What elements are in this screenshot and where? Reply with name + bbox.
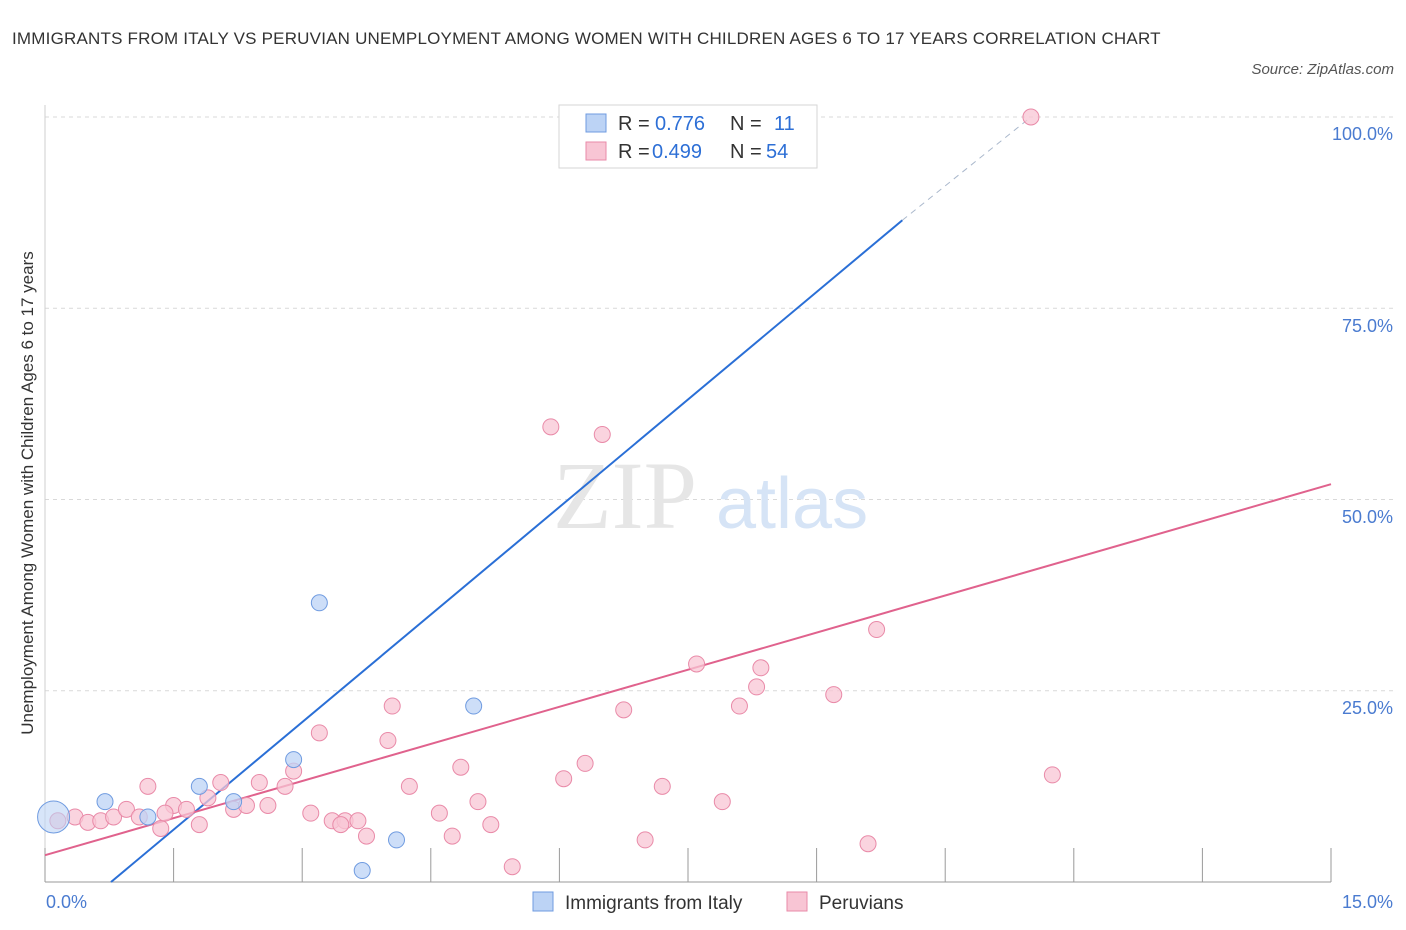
peruvians-point [653,777,671,795]
peruvians-point [593,425,611,443]
peruvians-point [452,758,470,776]
peruvians-point [156,804,174,822]
legend-italy-r-label: R = [618,113,650,135]
peruvians-point [250,774,268,792]
x-tick-marks [44,848,1332,882]
legend-peru-n-label: N = [730,141,762,163]
chart-source: Source: ZipAtlas.com [1251,61,1394,78]
peruvians-point [349,812,367,830]
grid-layer [45,116,1394,692]
peruvians-point [752,659,770,677]
watermark: ZIP atlas [553,442,868,549]
peruvians-point [400,777,418,795]
italy-point [353,862,371,880]
legend-bottom-swatch-italy [532,891,554,912]
legend-swatch-peru [585,141,607,161]
legend-bottom-peru-label: Peruvians [819,893,904,914]
peruvians-point [615,701,633,719]
italy-point [225,793,243,811]
peruvians-point [259,797,277,814]
italy-point [190,777,208,795]
peruvians-point [379,731,397,749]
peruvians-point [177,800,195,818]
italy-point [139,808,157,826]
italy-trend-line [110,219,903,883]
peruvians-point [117,800,135,818]
x-tick-label-min: 0.0% [46,892,87,912]
peruvians-point [383,697,401,715]
peruvians-point [332,816,350,834]
y-tick-label-25: 25.0% [1342,698,1393,718]
peruvians-point [688,655,706,673]
legend-peru-n-value: 54 [766,141,788,163]
peruvians-point [859,835,877,853]
legend-italy-n-label: N = [730,113,762,135]
legend-peru-r-value: 0.499 [652,141,702,163]
italy-point [285,751,303,769]
peruvians-point [276,777,294,795]
italy-point [310,594,328,612]
peruvians-point [469,793,487,811]
legend-italy-r-value: 0.776 [655,113,705,135]
legend-italy-n-value: 11 [774,113,795,135]
peruvians-point [482,816,500,834]
peruvians-point [199,789,217,807]
legend-swatch-italy [585,113,607,133]
peruvians-point [105,808,123,826]
y-tick-label-100: 100.0% [1332,124,1393,144]
italy-points [37,112,774,880]
trend-lines [44,116,1332,883]
peruvians-points [49,108,1061,876]
legend-bottom-italy-label: Immigrants from Italy [565,893,743,914]
chart-title: IMMIGRANTS FROM ITALY VS PERUVIAN UNEMPL… [12,29,1161,48]
legend-bottom-swatch-peru [786,891,808,912]
peruvians-point [748,678,766,696]
peruvians-point [1022,108,1040,126]
peruvians-point [555,770,573,788]
y-axis-label: Unemployment Among Women with Children A… [18,251,37,735]
legend-top: R = 0.776 N = 11 R = 0.499 N = 54 [558,104,818,169]
peruvians-point [636,831,654,849]
legend-bottom: Immigrants from Italy Peruvians [532,891,904,914]
watermark-zip: ZIP [553,442,697,549]
legend-peru-r-label: R = [618,141,650,163]
peruvians-point [825,686,843,704]
peruvians-point [576,754,594,772]
peruvians-point [868,621,886,639]
italy-point [465,697,483,715]
peruvians-point [310,724,328,742]
peruvians-point [1043,766,1061,784]
italy-point [96,793,114,811]
peruvians-point [503,858,521,876]
peruvians-point [139,777,157,795]
peruvians-point [302,804,320,822]
italy-point [388,831,406,849]
y-tick-label-75: 75.0% [1342,316,1393,336]
peruvians-point [152,819,170,837]
peruvians-point [730,697,748,715]
peruvians-point [713,793,731,811]
peruvians-point [430,804,448,822]
peruvians-point [190,816,208,834]
peruvians-point [358,827,375,845]
watermark-atlas: atlas [716,464,868,544]
peruvians-point [212,774,230,792]
italy-point-large [37,800,71,834]
peruvians-point [542,418,560,436]
peruvians-trend-line [44,483,1332,857]
x-tick-label-max: 15.0% [1342,892,1393,912]
italy-trend-extension [902,116,1032,221]
peruvians-point [443,827,461,845]
y-tick-label-50: 50.0% [1342,507,1393,527]
